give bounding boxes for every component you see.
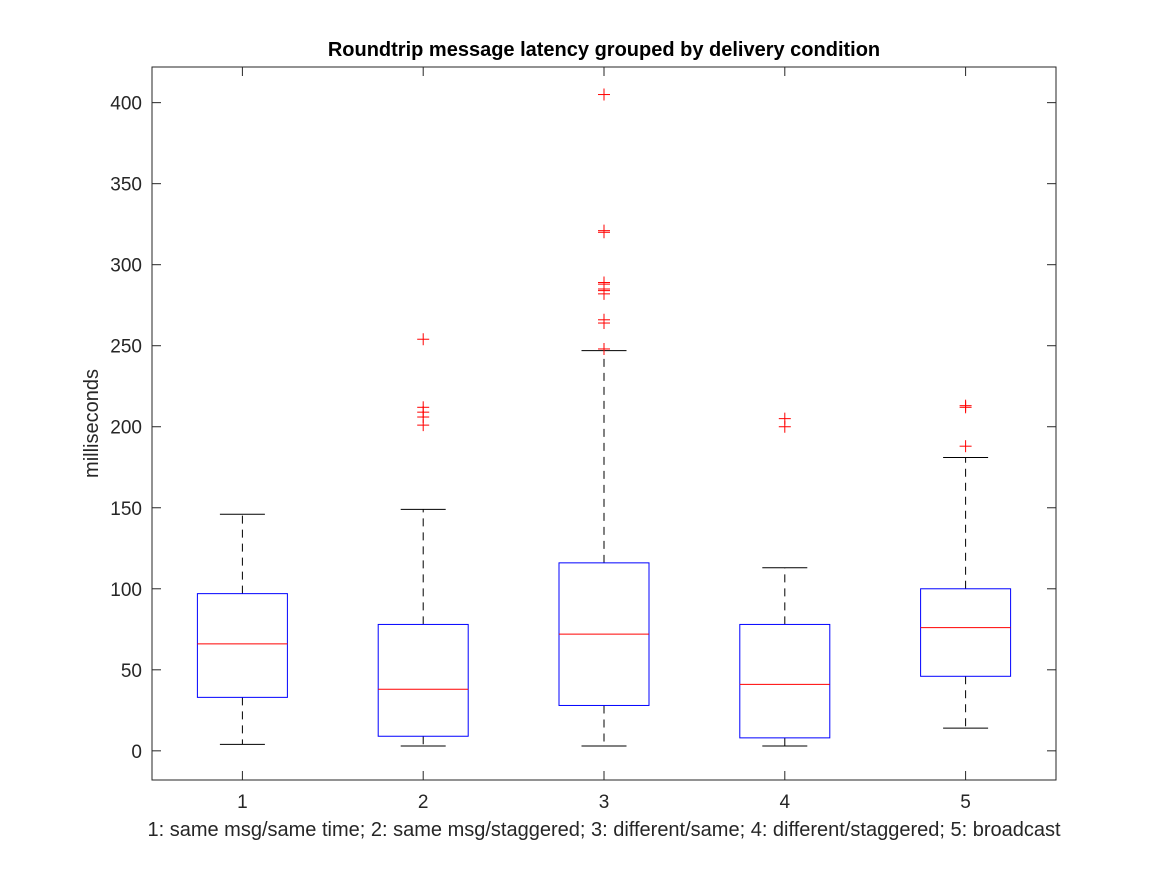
y-tick-label: 150 (110, 499, 142, 520)
outlier-point (598, 276, 610, 289)
chart-title: Roundtrip message latency grouped by del… (328, 39, 880, 61)
y-axis-label: milliseconds (81, 369, 103, 478)
plot-area (151, 66, 1057, 781)
y-tick-label: 350 (110, 175, 142, 196)
outlier-point (778, 412, 791, 425)
chart-marks (196, 88, 1012, 747)
outlier-point (598, 224, 610, 237)
y-tick-label: 250 (110, 337, 142, 358)
y-tick-label: 400 (110, 94, 142, 115)
x-axis-label: 1: same msg/same time; 2: same msg/stagg… (147, 819, 1061, 841)
iqr-box (920, 588, 1012, 677)
iqr-box (196, 593, 288, 698)
y-tick-label: 0 (131, 742, 142, 763)
box-group-2 (377, 333, 469, 747)
iqr-box (377, 623, 469, 737)
y-tick-label: 200 (110, 418, 142, 439)
box-group-5 (920, 399, 1012, 729)
x-tick-label: 4 (780, 792, 791, 813)
y-tick-label: 100 (110, 580, 142, 601)
x-tick-label: 3 (599, 792, 610, 813)
outlier-point (959, 440, 972, 453)
outlier-point (598, 342, 610, 355)
y-tick-label: 300 (110, 256, 142, 277)
x-tick-label: 1 (237, 792, 248, 813)
outlier-point (959, 399, 972, 412)
box-group-3 (558, 88, 650, 747)
chart-axes: 0 50 100 150 200 250 300 350 400 1 2 3 4 5 (110, 67, 1056, 813)
outlier-point (598, 313, 610, 326)
x-tick-label: 2 (418, 792, 429, 813)
y-tick-label: 50 (121, 661, 142, 682)
box-group-1 (196, 513, 288, 745)
x-tick-label: 5 (960, 792, 971, 813)
outlier-point (598, 88, 610, 101)
iqr-box (739, 623, 831, 739)
box-group-4 (739, 412, 831, 747)
outlier-point (417, 333, 430, 346)
outlier-point (417, 401, 430, 414)
